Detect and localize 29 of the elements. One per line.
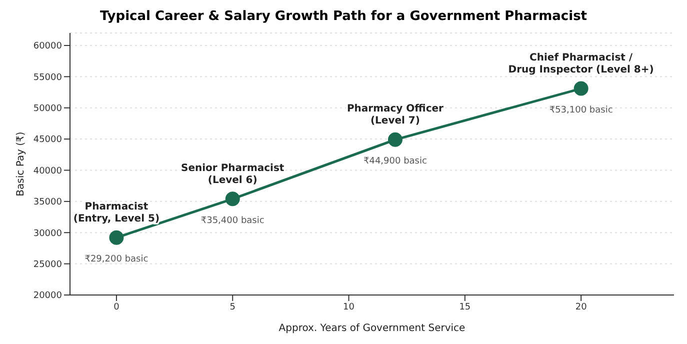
y-tick-label: 30000 [33,228,62,239]
x-tick-label: 5 [230,302,236,312]
data-label: ₹53,100 basic [549,106,613,116]
annotation: Pharmacy Officer (Level 7) [346,104,444,127]
x-tick-label: 10 [343,302,355,312]
x-tick-label: 0 [114,302,120,312]
data-label: ₹29,200 basic [84,254,148,265]
point [109,230,124,245]
point [225,192,240,206]
y-tick-label: 50000 [33,104,62,114]
annotation: Chief Pharmacist / Drug Inspector (Level 8+) [508,52,654,76]
y-tick-label: 40000 [33,166,62,176]
annotation: Senior Pharmacist (Level 6) [181,162,284,186]
x-tick-label: 20 [575,302,588,312]
data-label: ₹44,900 basic [364,156,427,167]
y-tick-label: 60000 [33,42,62,52]
chart-title: Typical Career & Salary Growth Path for a Government Pharmacist [98,8,588,26]
y-tick-label: 20000 [33,291,62,302]
x-tick-label: 15 [459,302,471,312]
y-axis-title: Basic Pay (₹) [16,132,27,196]
x-axis-title: Approx. Years of Government Service [278,323,466,334]
y-tick-label: 45000 [33,135,62,146]
data-label: ₹35,400 basic [200,216,264,226]
y-tick-label: 35000 [33,198,62,208]
point [574,81,588,96]
point [388,132,402,147]
annotation: Pharmacist (Entry, Level 5) [73,202,160,225]
y-tick-label: 25000 [33,260,62,270]
y-tick-label: 55000 [33,72,62,83]
